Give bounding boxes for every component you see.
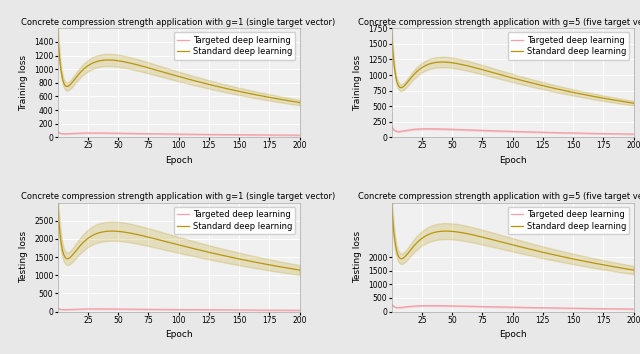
Targeted deep learning: [55, 307, 63, 311]
Targeted deep learning: [518, 130, 526, 134]
Standard deep learning: [518, 245, 526, 250]
Targeted deep learning: [476, 128, 484, 132]
Standard deep learning: [476, 67, 484, 71]
Targeted deep learning: [184, 308, 192, 312]
Line: Standard deep learning: Standard deep learning: [392, 32, 634, 103]
Standard deep learning: [609, 98, 617, 102]
Standard deep learning: [518, 79, 526, 83]
Line: Targeted deep learning: Targeted deep learning: [58, 132, 300, 135]
Standard deep learning: [609, 264, 617, 269]
Line: Targeted deep learning: Targeted deep learning: [392, 126, 634, 134]
Standard deep learning: [410, 73, 417, 77]
Y-axis label: Testing loss: Testing loss: [353, 231, 362, 283]
Line: Standard deep learning: Standard deep learning: [392, 202, 634, 270]
Standard deep learning: [275, 264, 283, 269]
Standard deep learning: [410, 245, 417, 249]
Standard deep learning: [156, 238, 163, 242]
X-axis label: Epoch: Epoch: [499, 156, 527, 165]
Standard deep learning: [630, 101, 637, 105]
Standard deep learning: [76, 245, 83, 249]
Line: Standard deep learning: Standard deep learning: [58, 202, 300, 270]
Targeted deep learning: [609, 132, 617, 136]
Targeted deep learning: [609, 307, 617, 311]
Standard deep learning: [54, 26, 61, 30]
Standard deep learning: [630, 268, 637, 272]
Targeted deep learning: [476, 304, 484, 309]
Legend: Targeted deep learning, Standard deep learning: Targeted deep learning, Standard deep le…: [173, 207, 296, 234]
Standard deep learning: [156, 69, 163, 73]
Standard deep learning: [142, 234, 150, 239]
Y-axis label: Testing loss: Testing loss: [19, 231, 29, 283]
Targeted deep learning: [142, 307, 150, 312]
Y-axis label: Training loss: Training loss: [19, 55, 29, 111]
Targeted deep learning: [296, 308, 303, 313]
Targeted deep learning: [54, 306, 61, 310]
Targeted deep learning: [388, 302, 396, 306]
Targeted deep learning: [156, 307, 163, 312]
Targeted deep learning: [410, 304, 417, 308]
Targeted deep learning: [156, 132, 163, 136]
Title: Concrete compression strength application with g=1 (single target vector): Concrete compression strength applicatio…: [22, 192, 336, 201]
Line: Targeted deep learning: Targeted deep learning: [58, 308, 300, 310]
Standard deep learning: [296, 101, 303, 105]
Standard deep learning: [54, 200, 61, 205]
Targeted deep learning: [184, 132, 192, 136]
Legend: Targeted deep learning, Standard deep learning: Targeted deep learning, Standard deep le…: [173, 33, 296, 60]
Targeted deep learning: [55, 131, 63, 135]
Standard deep learning: [490, 238, 497, 242]
Targeted deep learning: [410, 127, 417, 132]
Targeted deep learning: [490, 129, 497, 133]
Title: Concrete compression strength application with g=5 (five target vectors): Concrete compression strength applicatio…: [358, 192, 640, 201]
Targeted deep learning: [76, 307, 83, 311]
Legend: Targeted deep learning, Standard deep learning: Targeted deep learning, Standard deep le…: [508, 207, 629, 234]
Standard deep learning: [275, 97, 283, 101]
Standard deep learning: [184, 77, 192, 81]
Title: Concrete compression strength application with g=1 (single target vector): Concrete compression strength applicatio…: [22, 18, 336, 27]
Standard deep learning: [296, 268, 303, 272]
Targeted deep learning: [518, 305, 526, 309]
Targeted deep learning: [389, 126, 397, 131]
Targeted deep learning: [630, 132, 637, 136]
Line: Targeted deep learning: Targeted deep learning: [392, 304, 634, 309]
Line: Standard deep learning: Standard deep learning: [58, 28, 300, 103]
Targeted deep learning: [142, 132, 150, 136]
Standard deep learning: [388, 200, 396, 205]
Standard deep learning: [55, 219, 63, 223]
Targeted deep learning: [275, 133, 283, 137]
Standard deep learning: [142, 65, 150, 69]
Targeted deep learning: [76, 131, 83, 135]
Standard deep learning: [388, 29, 396, 34]
Targeted deep learning: [296, 133, 303, 137]
Targeted deep learning: [389, 303, 397, 308]
X-axis label: Epoch: Epoch: [164, 330, 193, 339]
Standard deep learning: [389, 48, 397, 53]
Standard deep learning: [184, 245, 192, 250]
Targeted deep learning: [490, 305, 497, 309]
Standard deep learning: [55, 46, 63, 50]
Standard deep learning: [490, 70, 497, 75]
Standard deep learning: [476, 234, 484, 239]
Targeted deep learning: [275, 308, 283, 312]
Targeted deep learning: [630, 307, 637, 311]
X-axis label: Epoch: Epoch: [499, 330, 527, 339]
Legend: Targeted deep learning, Standard deep learning: Targeted deep learning, Standard deep le…: [508, 33, 629, 60]
X-axis label: Epoch: Epoch: [164, 156, 193, 165]
Y-axis label: Training loss: Training loss: [353, 55, 362, 111]
Targeted deep learning: [388, 124, 396, 128]
Targeted deep learning: [54, 130, 61, 134]
Standard deep learning: [389, 219, 397, 223]
Standard deep learning: [76, 72, 83, 76]
Title: Concrete compression strength application with g=5 (five target vectors): Concrete compression strength applicatio…: [358, 18, 640, 27]
